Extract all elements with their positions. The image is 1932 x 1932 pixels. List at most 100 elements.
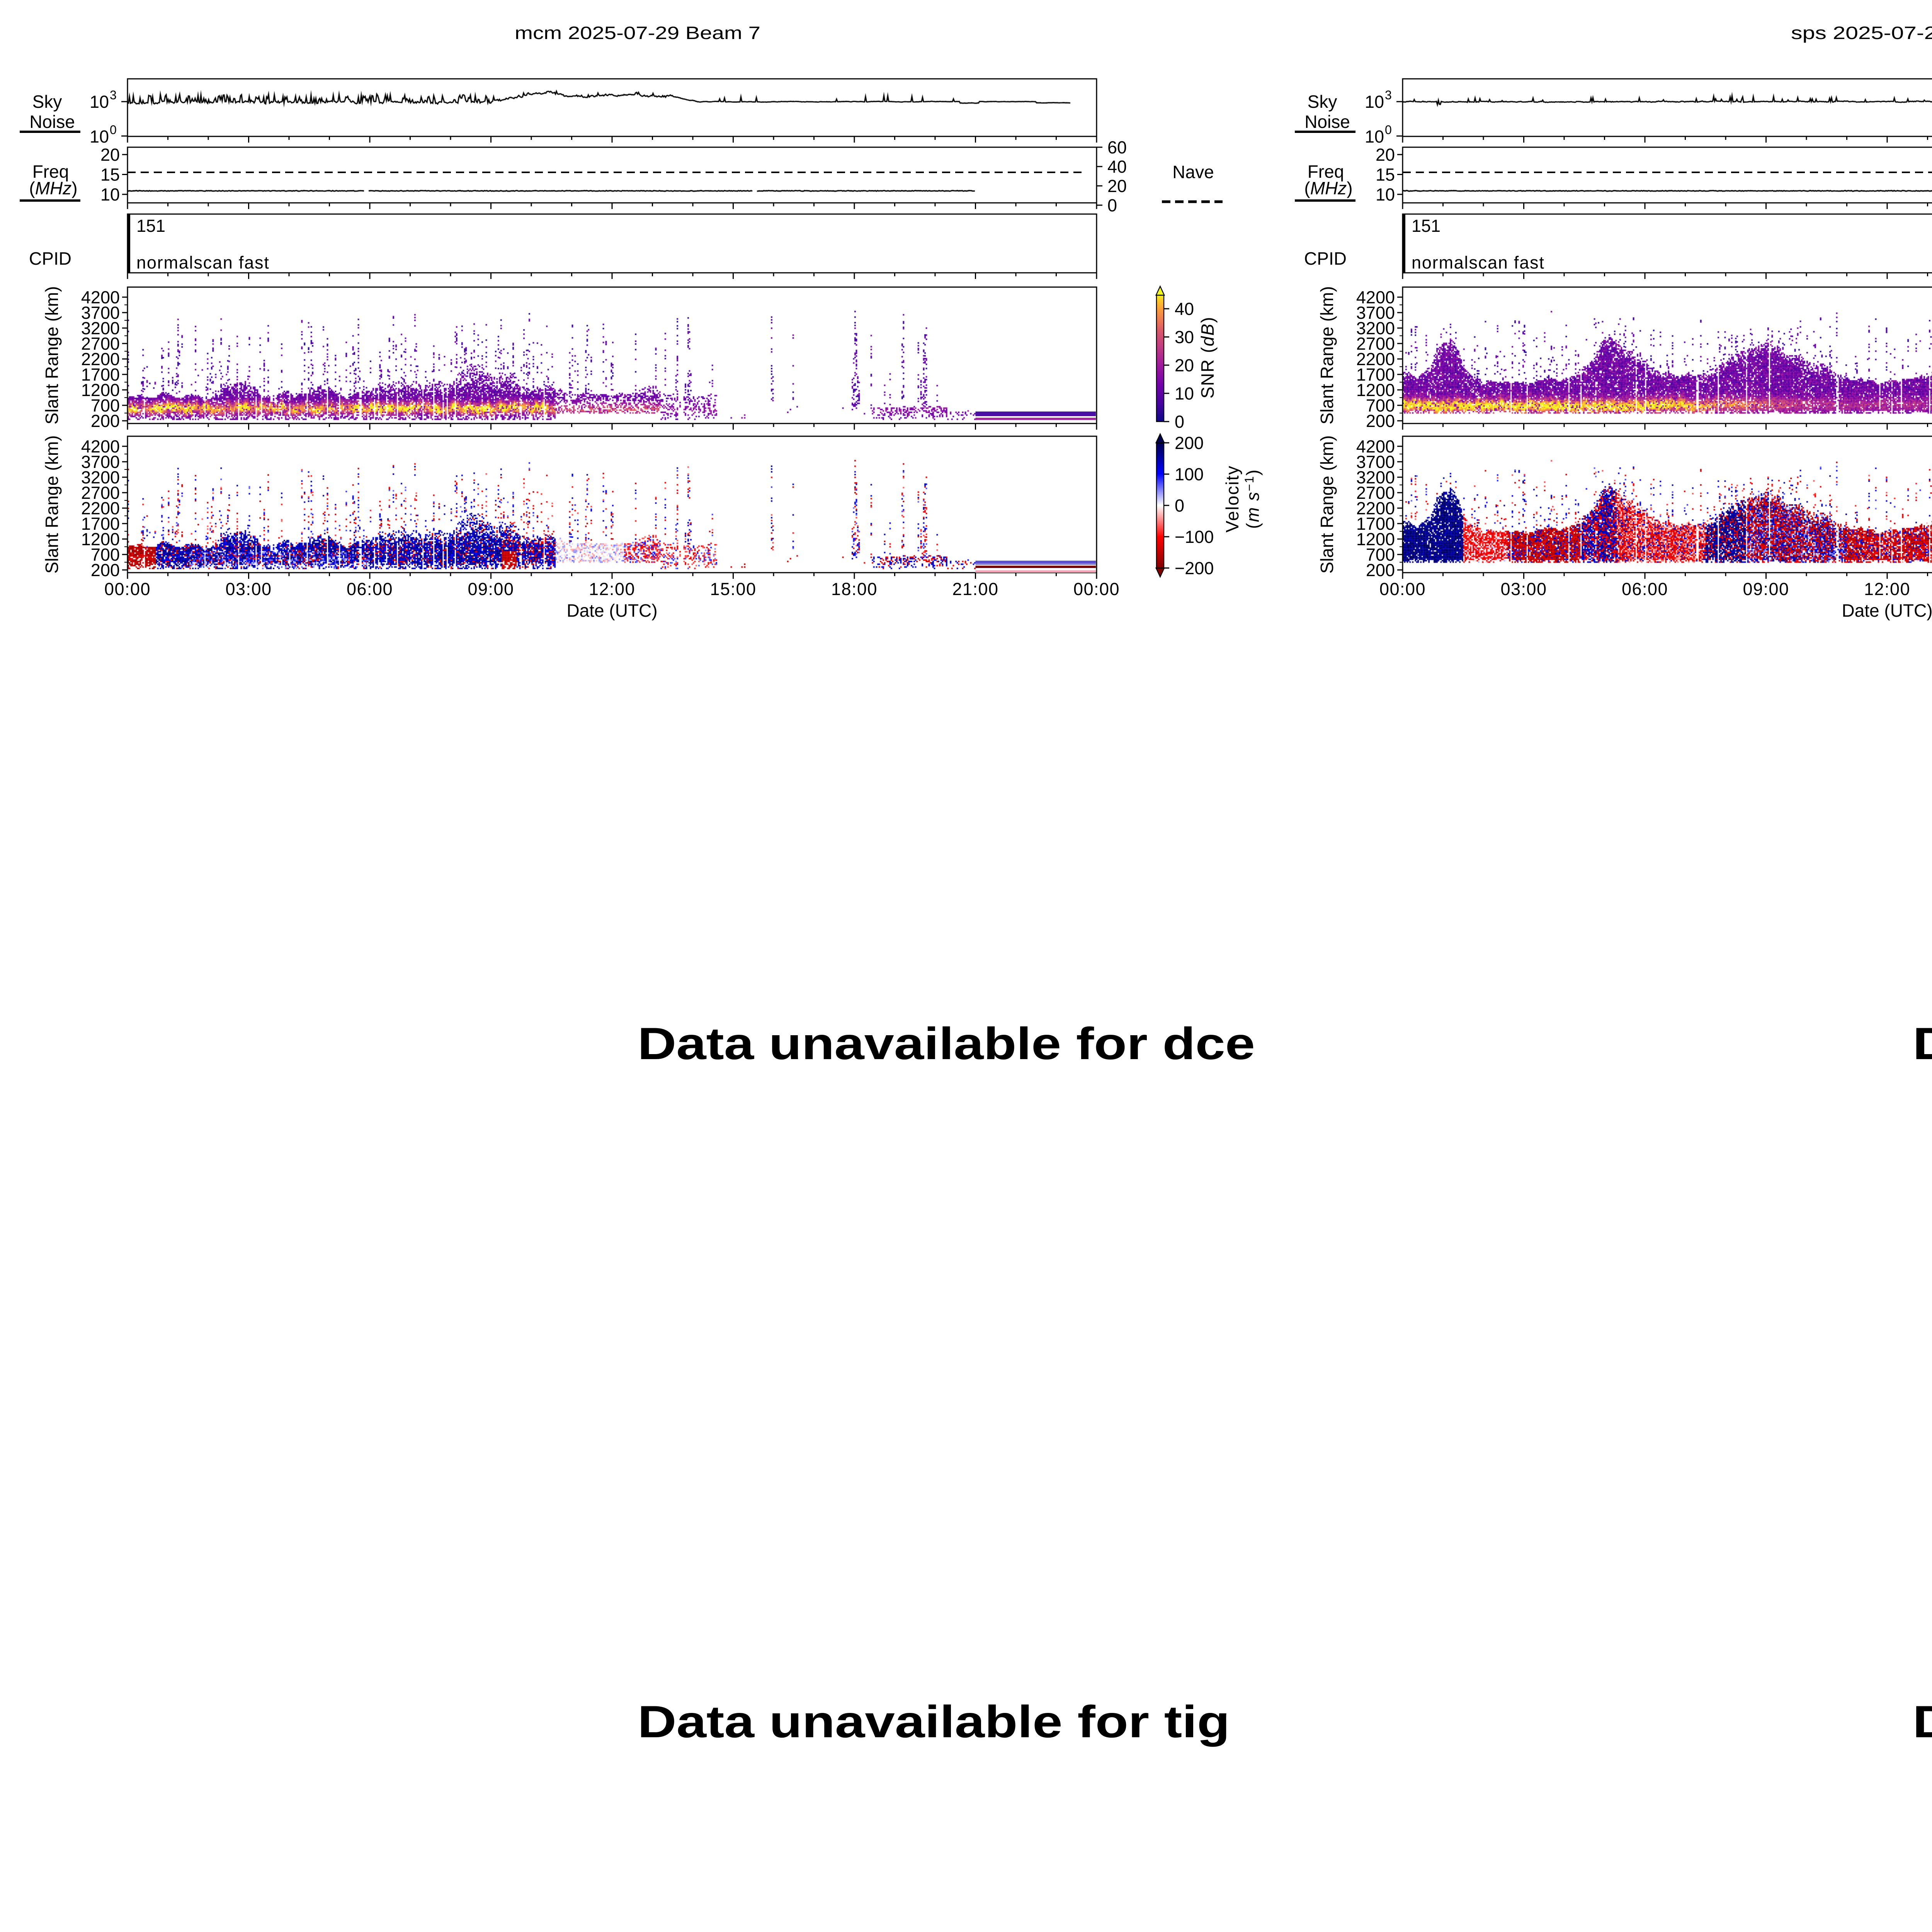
svg-text:00:00: 00:00 xyxy=(1379,579,1426,599)
svg-text:Data unavailable for tig: Data unavailable for tig xyxy=(638,1696,1230,1747)
svg-text:Data unavailable for dce: Data unavailable for dce xyxy=(638,1018,1255,1069)
svg-text:700: 700 xyxy=(91,396,120,415)
svg-text:60: 60 xyxy=(1107,138,1127,157)
svg-text:200: 200 xyxy=(91,560,120,580)
svg-text:3: 3 xyxy=(1385,88,1392,102)
svg-text:4200: 4200 xyxy=(81,437,120,456)
svg-text:10: 10 xyxy=(100,185,120,204)
svg-text:sps 2025-07-29 Beam 7: sps 2025-07-29 Beam 7 xyxy=(1791,23,1932,43)
svg-text:10: 10 xyxy=(1376,185,1395,204)
svg-text:1700: 1700 xyxy=(1356,514,1395,534)
svg-text:Noise: Noise xyxy=(1304,112,1350,132)
svg-text:1700: 1700 xyxy=(81,514,120,534)
svg-text:06:00: 06:00 xyxy=(347,579,393,599)
svg-text:00:00: 00:00 xyxy=(1073,579,1120,599)
svg-text:4200: 4200 xyxy=(1356,287,1395,307)
svg-text:Slant Range (km): Slant Range (km) xyxy=(1317,286,1337,425)
svg-text:4200: 4200 xyxy=(1356,437,1395,456)
svg-text:3200: 3200 xyxy=(1356,468,1395,487)
svg-text:20: 20 xyxy=(1107,176,1127,196)
svg-text:09:00: 09:00 xyxy=(468,579,514,599)
svg-text:0: 0 xyxy=(1175,496,1184,515)
svg-text:CPID: CPID xyxy=(1304,248,1347,269)
svg-text:3700: 3700 xyxy=(81,303,120,323)
svg-text:3200: 3200 xyxy=(81,318,120,338)
svg-text:3700: 3700 xyxy=(1356,452,1395,472)
svg-text:700: 700 xyxy=(1366,545,1395,565)
svg-text:2200: 2200 xyxy=(81,498,120,518)
svg-text:06:00: 06:00 xyxy=(1622,579,1668,599)
svg-text:3700: 3700 xyxy=(1356,303,1395,323)
svg-text:10: 10 xyxy=(90,92,109,112)
svg-text:Sky: Sky xyxy=(1308,92,1337,112)
svg-text:10: 10 xyxy=(1365,127,1384,146)
svg-text:09:00: 09:00 xyxy=(1743,579,1789,599)
svg-text:normalscan fast: normalscan fast xyxy=(1412,253,1545,272)
svg-text:mcm 2025-07-29 Beam 7: mcm 2025-07-29 Beam 7 xyxy=(515,23,760,43)
svg-text:1200: 1200 xyxy=(81,380,120,400)
svg-text:700: 700 xyxy=(1366,396,1395,415)
svg-text:Data unavailable for san: Data unavailable for san xyxy=(1913,1696,1932,1747)
svg-text:Slant Range (km): Slant Range (km) xyxy=(42,435,62,574)
svg-text:1200: 1200 xyxy=(81,529,120,549)
svg-text:10: 10 xyxy=(1175,384,1194,403)
svg-text:Date (UTC): Date (UTC) xyxy=(566,600,657,621)
svg-text:151: 151 xyxy=(136,216,165,236)
svg-text:0: 0 xyxy=(1107,196,1117,215)
svg-text:1200: 1200 xyxy=(1356,380,1395,400)
svg-text:Slant Range (km): Slant Range (km) xyxy=(1317,435,1337,574)
svg-text:2700: 2700 xyxy=(81,483,120,503)
svg-text:200: 200 xyxy=(91,411,120,431)
svg-text:0: 0 xyxy=(1385,123,1392,137)
svg-text:Data unavailable for ker: Data unavailable for ker xyxy=(1913,1018,1932,1069)
svg-text:3200: 3200 xyxy=(81,468,120,487)
svg-text:10: 10 xyxy=(1365,92,1384,112)
svg-text:3: 3 xyxy=(110,88,117,102)
svg-text:Nave: Nave xyxy=(1172,162,1214,182)
svg-text:15:00: 15:00 xyxy=(710,579,756,599)
svg-text:4200: 4200 xyxy=(81,287,120,307)
svg-text:18:00: 18:00 xyxy=(831,579,878,599)
svg-text:12:00: 12:00 xyxy=(589,579,635,599)
svg-text:(MHz): (MHz) xyxy=(29,178,77,198)
svg-text:1700: 1700 xyxy=(1356,365,1395,384)
svg-text:30: 30 xyxy=(1175,327,1194,347)
svg-text:20: 20 xyxy=(1175,355,1194,375)
svg-text:Slant Range (km): Slant Range (km) xyxy=(42,286,62,425)
svg-text:2700: 2700 xyxy=(81,334,120,354)
svg-text:2200: 2200 xyxy=(81,349,120,369)
svg-text:Date (UTC): Date (UTC) xyxy=(1842,600,1932,621)
svg-text:normalscan fast: normalscan fast xyxy=(136,253,270,272)
svg-text:00:00: 00:00 xyxy=(104,579,151,599)
svg-text:700: 700 xyxy=(91,545,120,565)
svg-text:3200: 3200 xyxy=(1356,318,1395,338)
svg-text:Noise: Noise xyxy=(29,112,75,132)
svg-text:21:00: 21:00 xyxy=(952,579,998,599)
svg-text:200: 200 xyxy=(1175,433,1204,453)
svg-text:(m s−1): (m s−1) xyxy=(1242,469,1263,529)
svg-text:(MHz): (MHz) xyxy=(1304,178,1352,198)
svg-text:−100: −100 xyxy=(1175,527,1214,547)
svg-text:03:00: 03:00 xyxy=(225,579,272,599)
svg-text:03:00: 03:00 xyxy=(1500,579,1547,599)
svg-text:Freq: Freq xyxy=(1308,162,1344,182)
svg-text:SNR (dB): SNR (dB) xyxy=(1197,316,1218,399)
svg-text:0: 0 xyxy=(1175,412,1184,432)
svg-text:0: 0 xyxy=(110,123,117,137)
svg-text:20: 20 xyxy=(100,145,120,165)
svg-text:151: 151 xyxy=(1412,216,1440,236)
svg-text:1700: 1700 xyxy=(81,365,120,384)
svg-text:Sky: Sky xyxy=(32,92,62,112)
svg-text:Freq: Freq xyxy=(32,162,69,182)
svg-text:2700: 2700 xyxy=(1356,334,1395,354)
svg-text:Velocity: Velocity xyxy=(1222,465,1242,533)
svg-text:2200: 2200 xyxy=(1356,498,1395,518)
svg-text:12:00: 12:00 xyxy=(1864,579,1910,599)
svg-text:3700: 3700 xyxy=(81,452,120,472)
svg-text:200: 200 xyxy=(1366,411,1395,431)
svg-text:20: 20 xyxy=(1376,145,1395,165)
svg-text:2200: 2200 xyxy=(1356,349,1395,369)
svg-text:15: 15 xyxy=(100,165,120,185)
svg-text:CPID: CPID xyxy=(29,248,71,269)
svg-text:2700: 2700 xyxy=(1356,483,1395,503)
